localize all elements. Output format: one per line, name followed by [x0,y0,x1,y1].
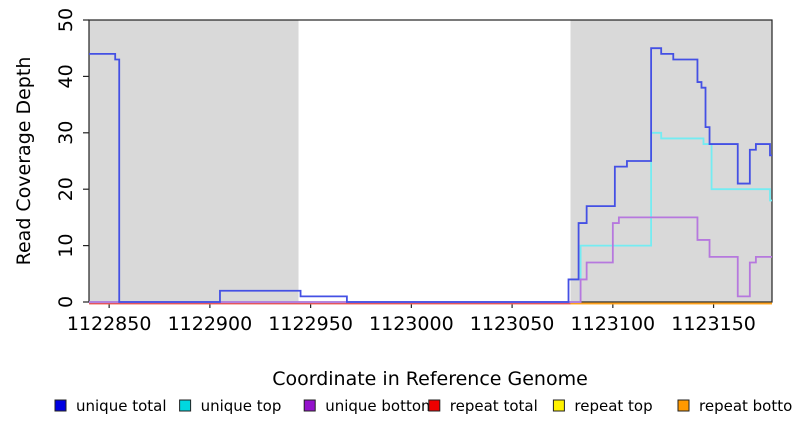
x-tick-label: 1123100 [571,313,656,335]
y-tick-label: 20 [55,177,77,201]
legend-swatch-repeat-bottom-icon [677,399,690,412]
y-tick-label: 40 [55,64,77,88]
legend-item-unique-top: unique top [179,397,282,415]
legend-label: repeat top [574,397,652,415]
x-tick-label: 1123050 [470,313,555,335]
legend-swatch-repeat-top-icon [552,399,565,412]
legend-label: unique total [76,397,167,415]
legend-swatch-unique-top-icon [179,399,192,412]
legend-label: unique bottom [325,397,435,415]
x-tick-label: 1123150 [671,313,756,335]
series-line-unique-bottom [89,216,772,303]
legend-item-repeat-bottom: repeat bottom [677,397,792,415]
left-shaded-region [89,20,299,302]
series-line-unique-total [89,47,772,303]
legend-item-repeat-total: repeat total [428,397,538,415]
right-shaded-region [570,20,772,302]
y-tick-label: 0 [55,296,77,308]
series-lines [89,47,772,305]
y-tick-label: 30 [55,121,77,145]
legend-item-repeat-top: repeat top [552,397,653,415]
legend-label: unique top [201,397,282,415]
panel-shaded-regions [89,20,772,302]
axis-ticks: 1122850 1122900 1122950 1123000 1123050 11231… [55,8,756,335]
legend: unique total unique top unique bottom repea… [54,397,792,415]
legend-item-unique-total: unique total [54,397,167,415]
x-tick-label: 1122850 [67,313,152,335]
y-axis-title: Read Coverage Depth [13,57,35,266]
x-tick-label: 1122900 [168,313,253,335]
legend-swatch-unique-total-icon [54,399,67,412]
legend-label: repeat bottom [699,397,792,415]
x-tick-label: 1123000 [369,313,454,335]
legend-swatch-unique-bottom-icon [303,399,316,412]
legend-label: repeat total [450,397,538,415]
x-tick-label: 1122950 [268,313,353,335]
series-line-unique-top [89,131,772,303]
legend-swatch-repeat-total-icon [428,399,441,412]
y-tick-label: 10 [55,234,77,258]
y-tick-label: 50 [55,8,77,32]
legend-item-unique-bottom: unique bottom [303,397,436,415]
x-axis-title: Coordinate in Reference Genome [272,368,588,390]
